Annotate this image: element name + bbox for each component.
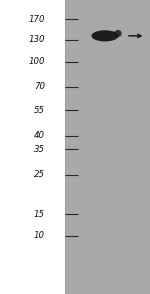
Text: 40: 40	[34, 131, 45, 140]
Text: 100: 100	[28, 57, 45, 66]
Ellipse shape	[114, 30, 122, 37]
Bar	[0, 0, 65, 294]
Text: 55: 55	[34, 106, 45, 115]
Text: 25: 25	[34, 171, 45, 179]
Text: 170: 170	[28, 15, 45, 24]
Text: 15: 15	[34, 210, 45, 218]
Text: 10: 10	[34, 231, 45, 240]
Text: 130: 130	[28, 35, 45, 44]
Text: 70: 70	[34, 82, 45, 91]
Text: 35: 35	[34, 145, 45, 154]
Bar	[65, 0, 150, 294]
Ellipse shape	[92, 30, 118, 41]
